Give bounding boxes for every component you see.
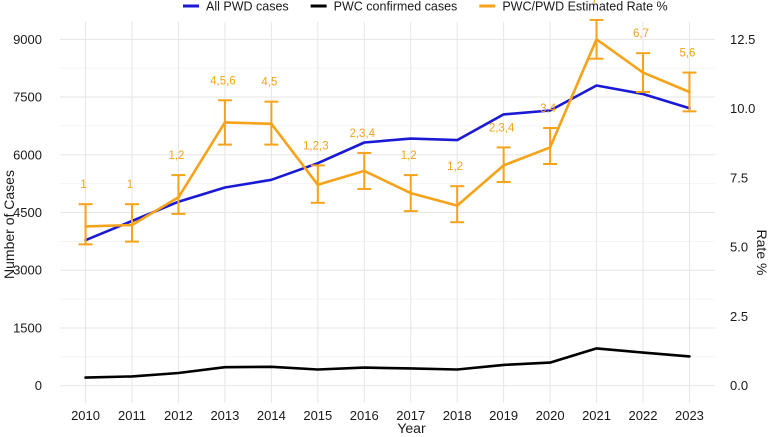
data-annotation: 2,3,4	[489, 122, 515, 134]
x-tick-label: 2017	[396, 408, 425, 423]
series-3: 1 1 1,2 4,5,6 4,5 1,2,3 2,3,4 1,2 1,2 2,3,4 3,4 7 6,…	[78, 0, 697, 246]
legend-item-2: PWC confirmed cases	[310, 0, 458, 14]
x-tick-label: 2022	[629, 408, 658, 423]
y2-tick-label: 10.0	[730, 101, 755, 116]
y2-tick-label: 0.0	[730, 378, 748, 393]
data-annotation: 1	[80, 179, 86, 191]
y-tick-label: 7500	[13, 90, 42, 105]
x-tick-label: 2016	[350, 408, 379, 423]
data-annotation: 1	[127, 179, 133, 191]
data-annotation: 4,5,6	[210, 75, 236, 87]
data-annotation: 3,4	[540, 103, 557, 115]
x-tick-label: 2021	[582, 408, 611, 423]
y-tick-label: 9000	[13, 32, 42, 47]
series-line	[84, 347, 691, 379]
x-tick-label: 2010	[71, 408, 100, 423]
series-2	[84, 347, 691, 379]
legend-label: PWC/PWD Estimated Rate %	[502, 0, 667, 14]
legend-label: PWC confirmed cases	[334, 0, 458, 14]
x-tick-label: 2012	[164, 408, 193, 423]
legend-label: All PWD cases	[206, 0, 289, 14]
x-tick-label: 2018	[443, 408, 472, 423]
legend-item-3: PWC/PWD Estimated Rate %	[479, 0, 668, 14]
data-annotation: 2,3,4	[349, 128, 375, 140]
data-annotation: 1,2	[447, 161, 463, 173]
x-tick-label: 2014	[257, 408, 286, 423]
x-tick-label: 2015	[303, 408, 332, 423]
y2-tick-label: 2.5	[730, 309, 748, 324]
legend-item-1: All PWD cases	[183, 0, 289, 14]
x-tick-label: 2020	[536, 408, 565, 423]
x-tick-label: 2013	[210, 408, 239, 423]
series-line	[84, 37, 691, 228]
x-tick-label: 2011	[118, 408, 146, 423]
y2-tick-label: 7.5	[730, 170, 748, 185]
data-annotation: 4,5	[261, 77, 277, 89]
y-axis-title: Number of Cases	[1, 170, 17, 279]
data-annotation: 1,2	[168, 150, 184, 162]
legend: All PWD cases PWC confirmed cases PWC/PWD …	[183, 0, 668, 14]
y-tick-label: 3000	[13, 263, 42, 278]
data-annotation: 7	[591, 0, 597, 7]
y-tick-label: 0	[35, 378, 42, 393]
series-1	[84, 84, 691, 242]
data-annotation: 1,2	[401, 150, 417, 162]
data-annotation: 6,7	[633, 28, 649, 40]
y2-tick-label: 12.5	[730, 32, 755, 47]
y-tick-label: 4500	[13, 205, 42, 220]
x-tick-label: 2023	[675, 408, 704, 423]
data-annotation: 1,2,3	[303, 140, 329, 152]
series-line	[84, 84, 691, 242]
series: 1 1 1,2 4,5,6 4,5 1,2,3 2,3,4 1,2 1,2 2,3,4 3,4 7 6,…	[78, 0, 697, 379]
y2-tick-label: 5.0	[730, 240, 748, 255]
data-annotation: 5,6	[679, 48, 695, 60]
x-tick-label: 2019	[489, 408, 518, 423]
y-tick-label: 6000	[13, 147, 42, 162]
y-tick-label: 1500	[13, 320, 42, 335]
axes: 0 1500 3000 4500 6000 7500 9000 0.0 2.5 5.0 7.5 10.…	[1, 32, 769, 436]
y2-axis-title: Rate %	[754, 230, 769, 276]
x-axis-title: Year	[397, 420, 426, 436]
